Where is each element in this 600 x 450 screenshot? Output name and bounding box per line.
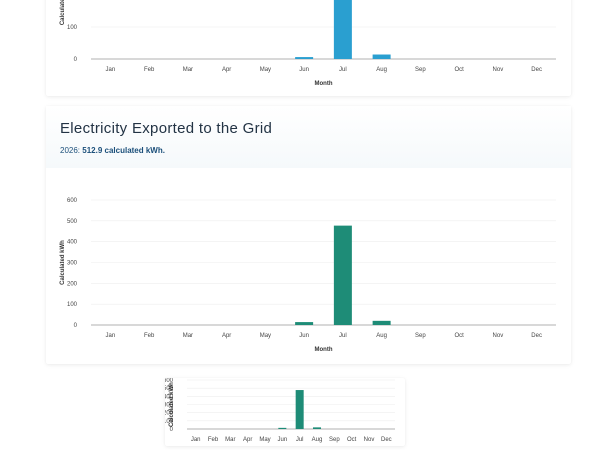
x-tick-label: Jan	[191, 437, 201, 443]
x-tick-label: Sep	[415, 67, 426, 73]
card-header	[46, 106, 571, 168]
y-tick-label: 300	[67, 261, 78, 267]
x-tick-label: Dec	[531, 67, 542, 73]
bar-jul	[295, 390, 304, 429]
x-tick-label: Sep	[415, 333, 426, 339]
x-tick-label: Jan	[106, 67, 116, 73]
x-tick-label: May	[260, 67, 271, 73]
x-tick-label: Jul	[339, 67, 347, 73]
bar-jun	[295, 322, 314, 325]
y-tick-label: 400	[67, 240, 78, 246]
x-tick-label: Feb	[144, 333, 155, 339]
y-axis-title: Calculated	[60, 0, 66, 25]
x-tick-label: May	[260, 333, 271, 339]
y-tick-label: 0	[74, 323, 78, 329]
x-tick-label: Mar	[183, 333, 193, 339]
x-tick-label: Aug	[376, 67, 387, 73]
x-tick-label: Jun	[299, 333, 309, 339]
x-tick-label: Apr	[222, 67, 231, 73]
thumbnail-chart: 0 100 200 300 400 500 600 Jan Feb Mar Apr May Jun Jul…	[165, 378, 395, 443]
x-tick-label: Jun	[299, 67, 309, 73]
x-tick-label: Oct	[454, 333, 464, 339]
bar-jun	[278, 427, 287, 429]
x-tick-label: Aug	[312, 437, 323, 443]
top-chart: 0 100 Jan Feb Mar Apr May Jun Jul Aug Sep Oct Nov Dec…	[60, 0, 556, 87]
y-tick-label: 100	[67, 302, 78, 308]
x-tick-label: Apr	[243, 437, 252, 443]
y-tick-label: 0	[74, 57, 78, 63]
subtitle-value: 512.9 calculated kWh.	[82, 146, 165, 155]
x-tick-label: May	[259, 437, 270, 443]
top-chart-card: 0 100 Jan Feb Mar Apr May Jun Jul Aug Sep Oct Nov Dec…	[46, 0, 571, 96]
x-tick-label: Feb	[144, 67, 155, 73]
export-chart: 0 100 200 300 400 500 600 Jan Feb Mar Apr May Jun Jul…	[60, 198, 556, 353]
x-tick-label: Aug	[376, 333, 387, 339]
y-tick-label: 300	[165, 403, 174, 409]
x-tick-label: Jun	[277, 437, 287, 443]
thumbnail-chart-card: 0 100 200 300 400 500 600 Jan Feb Mar Apr May Jun Jul…	[165, 378, 405, 446]
bar-aug	[372, 54, 391, 59]
bar-aug	[313, 427, 321, 429]
x-tick-label: Oct	[454, 67, 464, 73]
y-tick-label: 500	[165, 386, 174, 392]
y-tick-label: 600	[165, 378, 174, 384]
x-tick-label: Jul	[296, 437, 304, 443]
y-tick-label: 100	[165, 419, 174, 425]
y-tick-label: 500	[67, 219, 78, 225]
x-tick-label: Jan	[106, 333, 116, 339]
y-tick-label: 400	[165, 394, 174, 400]
y-tick-label: 100	[67, 25, 78, 31]
bar-jul	[333, 225, 352, 325]
subtitle-year: 2026:	[60, 146, 81, 155]
x-tick-label: Mar	[225, 437, 235, 443]
y-tick-label: 200	[165, 411, 174, 417]
bar-jul	[333, 0, 352, 59]
x-tick-label: Oct	[347, 437, 357, 443]
x-tick-label: Sep	[329, 437, 340, 443]
x-tick-label: Nov	[493, 67, 504, 73]
x-tick-label: Apr	[222, 333, 231, 339]
y-tick-label: 0	[170, 427, 174, 433]
y-axis-title: Calculated kWh	[60, 240, 66, 285]
x-axis-title: Month	[315, 347, 333, 353]
x-tick-label: Nov	[364, 437, 375, 443]
x-axis-title: Month	[315, 81, 333, 87]
bar-jun	[295, 57, 314, 59]
x-tick-label: Jul	[339, 333, 347, 339]
x-tick-label: Dec	[531, 333, 542, 339]
x-tick-label: Feb	[208, 437, 219, 443]
y-tick-label: 600	[67, 198, 78, 204]
y-axis-title: Calculated kWh	[169, 382, 175, 427]
card-title: Electricity Exported to the Grid	[60, 120, 273, 137]
bar-aug	[372, 320, 391, 325]
x-tick-label: Mar	[183, 67, 193, 73]
card-subtitle: 2026: 512.9 calculated kWh.	[60, 146, 165, 155]
x-tick-label: Nov	[493, 333, 504, 339]
export-chart-card: Electricity Exported to the Grid 2026: 5…	[46, 106, 571, 364]
x-tick-label: Dec	[381, 437, 392, 443]
y-tick-label: 200	[67, 281, 78, 287]
